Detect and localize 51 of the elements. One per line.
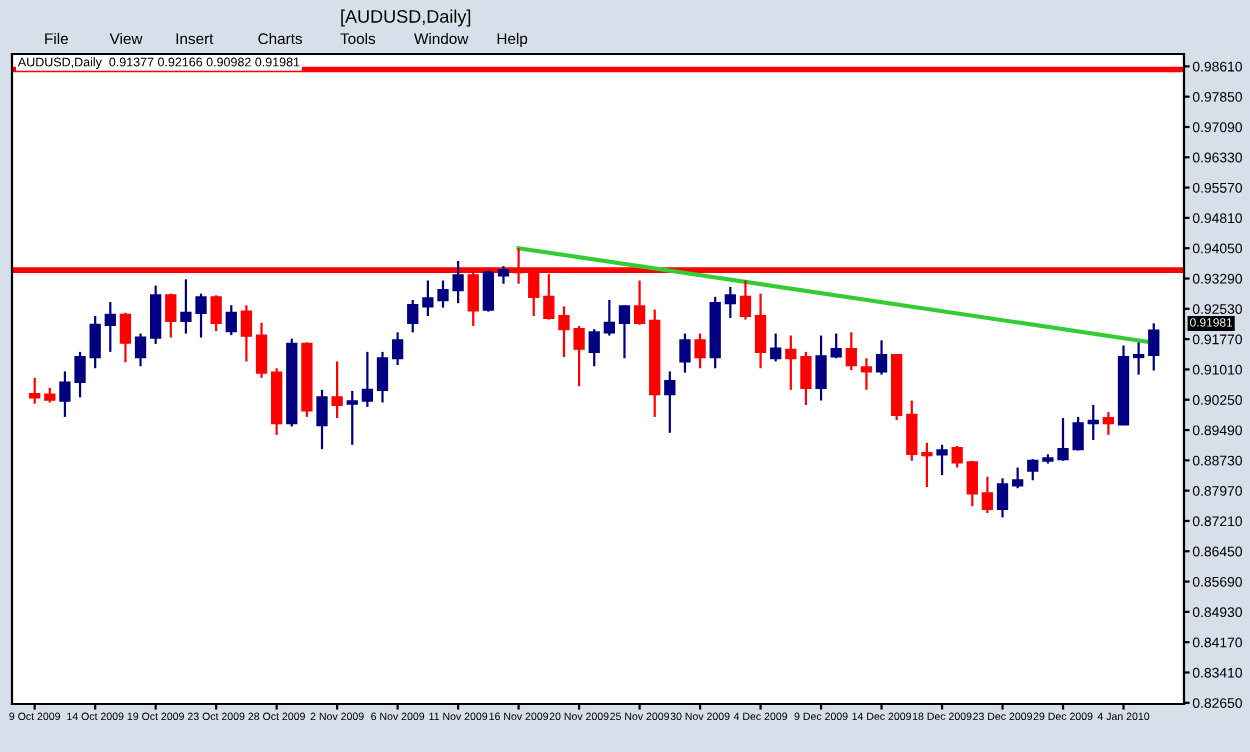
candlestick bbox=[1087, 403, 1099, 442]
candlestick bbox=[89, 314, 101, 370]
candlestick bbox=[1027, 458, 1039, 482]
candlestick bbox=[785, 334, 797, 391]
candlestick bbox=[391, 331, 404, 367]
candlestick bbox=[724, 285, 736, 320]
candlestick bbox=[981, 475, 994, 515]
candlestick bbox=[618, 304, 631, 360]
candlestick bbox=[150, 284, 162, 346]
candlestick bbox=[1102, 410, 1115, 436]
candlestick bbox=[376, 350, 389, 404]
candlestick bbox=[1148, 322, 1160, 372]
candlestick bbox=[860, 357, 873, 391]
candlestick bbox=[875, 339, 888, 376]
candlestick bbox=[845, 331, 857, 372]
candlestick bbox=[603, 298, 615, 337]
candlestick bbox=[134, 332, 147, 368]
candlestick bbox=[482, 269, 495, 313]
chart-title: [AUDUSD,Daily] bbox=[341, 9, 471, 27]
candlestick bbox=[361, 350, 374, 409]
candlestick bbox=[936, 443, 948, 477]
candlestick bbox=[1012, 466, 1024, 490]
candlestick bbox=[29, 376, 41, 405]
candlestick bbox=[407, 298, 419, 334]
candlestick bbox=[815, 334, 827, 402]
candlestick bbox=[346, 389, 358, 446]
candlestick bbox=[694, 332, 706, 370]
candlestick bbox=[966, 459, 978, 508]
candlestick bbox=[588, 328, 600, 368]
candlestick bbox=[255, 321, 268, 379]
candlestick bbox=[165, 292, 177, 339]
candlestick bbox=[210, 294, 222, 333]
candlestick bbox=[800, 350, 812, 407]
candlestick bbox=[316, 388, 328, 451]
candlestick bbox=[331, 360, 343, 420]
candlestick bbox=[104, 300, 116, 353]
candlestick bbox=[240, 304, 253, 363]
candlestick bbox=[633, 279, 646, 326]
candlestick bbox=[1132, 341, 1145, 376]
candlestick bbox=[754, 292, 767, 370]
candlestick bbox=[739, 279, 752, 321]
candlestick bbox=[770, 332, 782, 363]
candlestick bbox=[679, 332, 691, 374]
candlestick bbox=[951, 444, 963, 469]
candlestick bbox=[119, 311, 132, 364]
candlestick bbox=[921, 441, 933, 489]
candlestick bbox=[664, 370, 676, 434]
candlestick bbox=[996, 477, 1009, 519]
candlestick bbox=[906, 399, 918, 462]
candlestick bbox=[225, 304, 237, 337]
candlestick bbox=[830, 332, 842, 360]
